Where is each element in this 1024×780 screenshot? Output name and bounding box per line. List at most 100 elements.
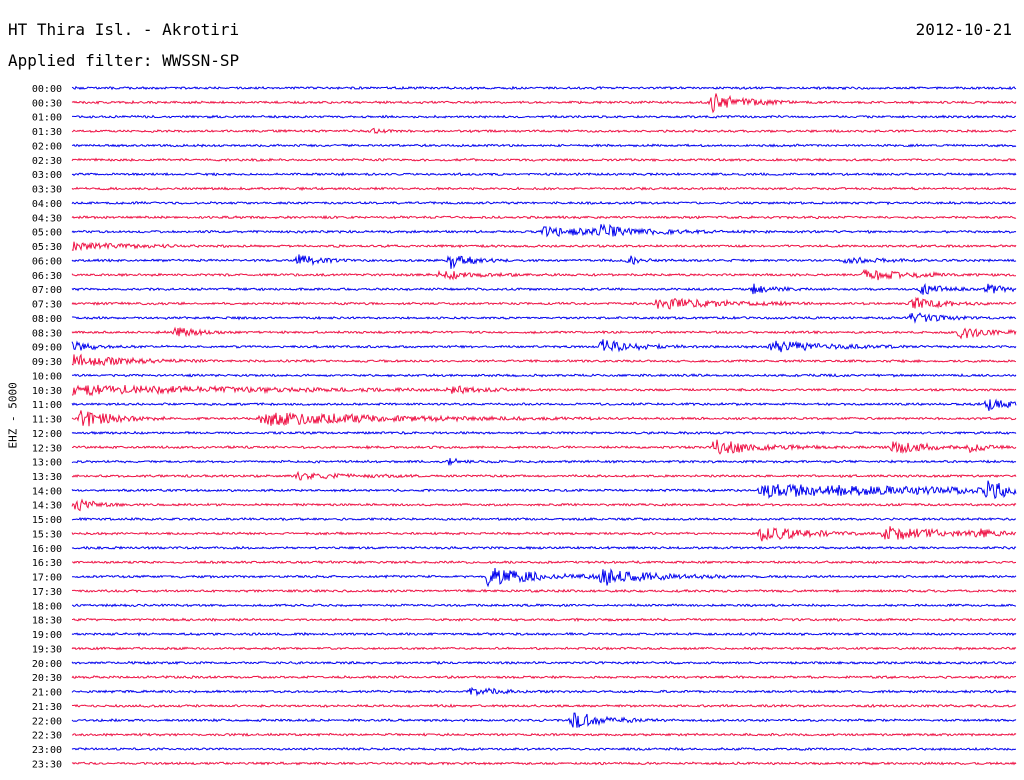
row-time-label: 13:00 <box>32 458 62 469</box>
row-time-label: 08:00 <box>32 314 62 325</box>
seismic-trace-line <box>71 545 1017 551</box>
seismic-trace-line <box>71 353 1017 367</box>
seismic-trace-line <box>71 732 1017 737</box>
row-time-label: 00:30 <box>32 98 62 109</box>
seismic-trace-line <box>71 410 1017 427</box>
row-time-label: 03:30 <box>32 185 62 196</box>
seismic-trace-line <box>71 200 1017 206</box>
seismic-trace-line <box>71 588 1017 594</box>
row-time-label: 16:00 <box>32 544 62 555</box>
seismic-trace-line <box>71 516 1017 522</box>
seismic-trace-line <box>71 373 1017 378</box>
seismic-trace-line <box>71 480 1017 500</box>
seismic-trace-line <box>71 114 1017 119</box>
row-time-label: 15:00 <box>32 515 62 526</box>
row-time-label: 12:00 <box>32 429 62 440</box>
row-time-label: 06:30 <box>32 271 62 282</box>
row-time-label: 11:00 <box>32 400 62 411</box>
row-time-label: 17:30 <box>32 587 62 598</box>
seismic-trace-line <box>71 127 1017 135</box>
seismic-trace-line <box>71 85 1017 91</box>
seismic-trace-line <box>71 457 1017 467</box>
row-time-label: 21:30 <box>32 702 62 713</box>
seismic-trace-line <box>71 339 1017 353</box>
seismic-trace-line <box>71 686 1017 697</box>
row-time-label: 18:30 <box>32 616 62 627</box>
row-time-label: 09:30 <box>32 357 62 368</box>
row-time-label: 07:00 <box>32 285 62 296</box>
row-time-label: 04:00 <box>32 199 62 210</box>
row-time-label: 04:30 <box>32 213 62 224</box>
row-time-label: 02:00 <box>32 141 62 152</box>
seismic-trace-line <box>71 398 1017 411</box>
row-time-label: 05:30 <box>32 242 62 253</box>
seismic-trace-line <box>71 214 1017 220</box>
row-time-label: 22:00 <box>32 716 62 727</box>
seismic-trace-line <box>71 268 1017 281</box>
row-time-label: 18:00 <box>32 601 62 612</box>
seismic-trace-line <box>71 171 1017 177</box>
row-time-label: 14:30 <box>32 501 62 512</box>
seismic-trace-line <box>71 703 1017 709</box>
seismic-trace-line <box>71 186 1017 192</box>
filter-label: Applied filter: WWSSN-SP <box>8 51 240 70</box>
row-time-label: 09:00 <box>32 343 62 354</box>
row-time-label: 22:30 <box>32 731 62 742</box>
row-time-label: 16:30 <box>32 558 62 569</box>
seismic-trace-line <box>71 283 1017 295</box>
row-time-label: 06:00 <box>32 256 62 267</box>
chart-date: 2012-10-21 <box>915 20 1012 39</box>
chart-title: HT Thira Isl. - Akrotiri <box>8 20 240 39</box>
seismic-trace-line <box>71 675 1017 680</box>
seismic-trace-line <box>71 660 1017 666</box>
row-time-label: 19:30 <box>32 644 62 655</box>
row-time-label: 02:30 <box>32 156 62 167</box>
row-time-label: 08:30 <box>32 328 62 339</box>
row-time-label: 20:30 <box>32 673 62 684</box>
seismic-trace-line <box>71 93 1017 114</box>
row-time-label: 05:00 <box>32 228 62 239</box>
seismic-trace-line <box>71 560 1017 565</box>
seismic-trace-line <box>71 646 1017 651</box>
row-time-label: 19:00 <box>32 630 62 641</box>
seismic-trace-line <box>71 384 1017 397</box>
row-time-label: 17:00 <box>32 573 62 584</box>
row-time-label: 01:00 <box>32 113 62 124</box>
row-time-label: 12:30 <box>32 443 62 454</box>
seismic-trace-line <box>71 312 1017 324</box>
row-time-label: 23:30 <box>32 759 62 770</box>
row-time-label: 00:00 <box>32 84 62 95</box>
seismic-trace-line <box>71 223 1017 238</box>
row-time-label: 13:30 <box>32 472 62 483</box>
row-time-label: 20:00 <box>32 659 62 670</box>
row-time-label: 14:00 <box>32 486 62 497</box>
seismic-trace-line <box>71 526 1017 542</box>
row-time-label: 21:00 <box>32 688 62 699</box>
seismic-trace-line <box>71 296 1017 310</box>
seismic-trace-line <box>71 241 1017 252</box>
seismic-trace-line <box>71 712 1017 728</box>
seismic-trace-line <box>71 567 1017 588</box>
seismic-trace-line <box>71 254 1017 269</box>
seismic-trace-line <box>71 470 1017 481</box>
seismic-trace-line <box>71 439 1017 455</box>
row-time-label: 11:30 <box>32 415 62 426</box>
row-time-label: 10:30 <box>32 386 62 397</box>
seismic-trace-line <box>71 430 1017 436</box>
seismic-trace-line <box>71 631 1017 637</box>
seismic-trace-line <box>71 617 1017 623</box>
row-time-label: 15:30 <box>32 529 62 540</box>
seismic-trace-line <box>71 498 1017 512</box>
seismic-trace-line <box>71 746 1017 752</box>
seismic-trace-line <box>71 157 1017 163</box>
row-time-label: 01:30 <box>32 127 62 138</box>
row-time-label: 03:00 <box>32 170 62 181</box>
row-time-label: 07:30 <box>32 300 62 311</box>
row-time-label: 10:00 <box>32 371 62 382</box>
seismic-trace-line <box>71 326 1017 340</box>
row-time-label: 23:00 <box>32 745 62 756</box>
seismic-trace-line <box>71 603 1017 608</box>
seismic-trace-line <box>71 761 1017 766</box>
seismic-trace-line <box>71 143 1017 148</box>
